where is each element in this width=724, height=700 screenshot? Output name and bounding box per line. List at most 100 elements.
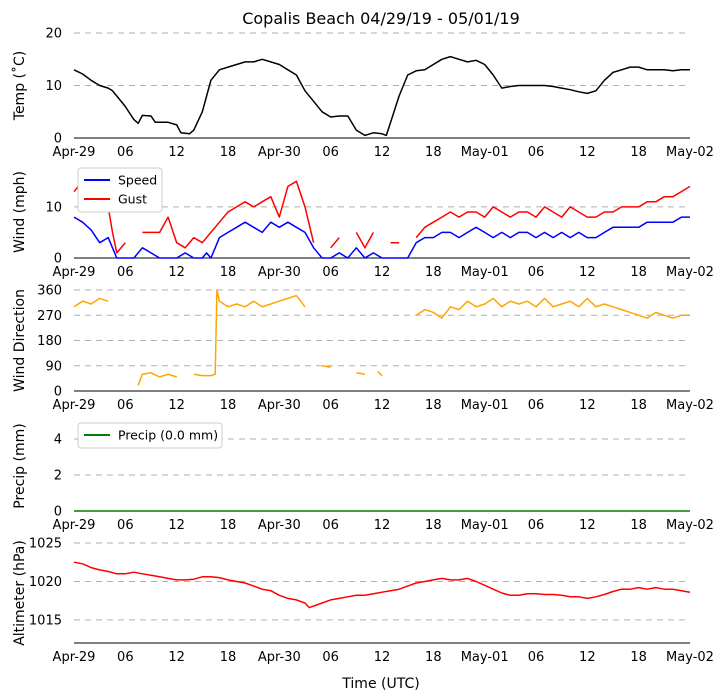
x-tick-label: Apr-29 bbox=[53, 265, 96, 280]
y-tick-label-precip: 0 bbox=[54, 505, 62, 520]
y-tick-label-precip: 4 bbox=[54, 433, 62, 448]
x-tick-label: Apr-29 bbox=[53, 518, 96, 533]
x-tick-label: 18 bbox=[630, 650, 647, 665]
y-tick-label-alt: 1025 bbox=[29, 537, 62, 552]
x-tick-label: 06 bbox=[528, 145, 545, 160]
legend-label: Gust bbox=[118, 192, 147, 207]
x-tick-label: May-02 bbox=[666, 265, 714, 280]
x-tick-label: May-02 bbox=[666, 398, 714, 413]
x-tick-label: 12 bbox=[579, 265, 596, 280]
x-axis-label: Time (UTC) bbox=[341, 676, 419, 692]
x-tick-label: 18 bbox=[220, 650, 237, 665]
x-tick-label: 18 bbox=[630, 265, 647, 280]
x-tick-label: 06 bbox=[528, 518, 545, 533]
x-tick-label: May-01 bbox=[461, 398, 509, 413]
x-tick-label: 18 bbox=[425, 518, 442, 533]
x-tick-label: 06 bbox=[322, 145, 339, 160]
x-tick-label: 18 bbox=[425, 398, 442, 413]
chart-title: Copalis Beach 04/29/19 - 05/01/19 bbox=[242, 9, 520, 28]
x-tick-label: 06 bbox=[117, 398, 134, 413]
x-tick-label: Apr-30 bbox=[258, 265, 301, 280]
x-tick-label: 12 bbox=[579, 145, 596, 160]
y-tick-label-wind: 0 bbox=[54, 252, 62, 267]
panel-precip: 0 2 4 Apr-29 06 12 18 Apr-30 06 12 18 May-01 06 12 18 M… bbox=[12, 422, 714, 533]
x-tick-label: Apr-29 bbox=[53, 398, 96, 413]
x-tick-label: Apr-29 bbox=[53, 145, 96, 160]
y-tick-label-alt: 1015 bbox=[29, 613, 62, 628]
x-tick-label: 12 bbox=[168, 265, 185, 280]
x-tick-label: 12 bbox=[374, 518, 391, 533]
x-tick-label: 12 bbox=[374, 145, 391, 160]
x-tick-label: May-01 bbox=[461, 145, 509, 160]
x-tick-label: 18 bbox=[220, 518, 237, 533]
x-tick-label: 18 bbox=[220, 265, 237, 280]
x-tick-label: 06 bbox=[322, 650, 339, 665]
legend-precip: Precip (0.0 mm) bbox=[77, 422, 223, 449]
y-axis-label-temp: Temp (˚C) bbox=[11, 51, 28, 121]
panel-temp: 0 10 20 Apr-29 06 12 18 Apr-30 06 12 18 May-01 06 12 1… bbox=[11, 27, 714, 161]
x-tick-label: 18 bbox=[220, 145, 237, 160]
y-axis-label-precip: Precip (mm) bbox=[12, 423, 28, 508]
x-tick-label: 06 bbox=[528, 398, 545, 413]
y-tick-label-dir: 0 bbox=[54, 385, 62, 400]
x-tick-label: 06 bbox=[322, 518, 339, 533]
y-tick-label-dir: 90 bbox=[45, 359, 62, 374]
y-tick-label-temp: 0 bbox=[54, 132, 62, 147]
x-tick-label: 12 bbox=[579, 518, 596, 533]
y-tick-label-temp: 20 bbox=[45, 27, 62, 42]
x-tick-label: 06 bbox=[528, 265, 545, 280]
x-tick-label: 12 bbox=[374, 650, 391, 665]
x-tick-label: 12 bbox=[374, 265, 391, 280]
x-tick-label: 18 bbox=[425, 650, 442, 665]
y-axis-label-dir: Wind Direction bbox=[12, 289, 28, 392]
x-tick-label: May-02 bbox=[666, 518, 714, 533]
y-axis-label-wind: Wind (mph) bbox=[12, 171, 28, 253]
y-tick-label-wind: 10 bbox=[45, 200, 62, 215]
x-tick-label: 12 bbox=[579, 398, 596, 413]
x-tick-label: 18 bbox=[220, 398, 237, 413]
x-tick-label: Apr-30 bbox=[258, 650, 301, 665]
legend-wind: Speed Gust bbox=[77, 167, 163, 213]
x-tick-label: 12 bbox=[168, 398, 185, 413]
x-tick-label: 18 bbox=[630, 518, 647, 533]
x-tick-label: 18 bbox=[630, 145, 647, 160]
x-tick-label: May-01 bbox=[461, 650, 509, 665]
x-tick-label: 06 bbox=[117, 650, 134, 665]
x-tick-label: 12 bbox=[579, 650, 596, 665]
x-tick-label: 18 bbox=[425, 145, 442, 160]
x-tick-label: 12 bbox=[168, 650, 185, 665]
x-tick-label: 06 bbox=[117, 265, 134, 280]
y-tick-label-precip: 2 bbox=[54, 469, 62, 484]
x-tick-label: 12 bbox=[168, 145, 185, 160]
x-tick-label: 18 bbox=[630, 398, 647, 413]
series-line-direction bbox=[73, 289, 690, 386]
x-tick-label: Apr-30 bbox=[258, 398, 301, 413]
panel-alt: 1015 1020 1025 Apr-29 06 12 18 Apr-30 06 12 18 May-… bbox=[12, 537, 714, 666]
x-tick-label: 18 bbox=[425, 265, 442, 280]
x-tick-label: 06 bbox=[322, 398, 339, 413]
series-line-temp bbox=[73, 55, 690, 137]
y-tick-label-temp: 10 bbox=[45, 79, 62, 94]
x-tick-label: Apr-29 bbox=[53, 650, 96, 665]
x-tick-label: 06 bbox=[528, 650, 545, 665]
y-tick-label-alt: 1020 bbox=[29, 575, 62, 590]
x-tick-label: May-01 bbox=[461, 518, 509, 533]
y-tick-label-dir: 180 bbox=[37, 334, 62, 349]
panel-dir: 0 90 180 270 360 Apr-29 06 12 18 Apr-30 06 12 18 May-… bbox=[12, 284, 714, 414]
y-axis-label-alt: Altimeter (hPa) bbox=[12, 540, 28, 646]
x-tick-label: May-02 bbox=[666, 650, 714, 665]
x-tick-label: 12 bbox=[168, 518, 185, 533]
legend-box bbox=[77, 422, 223, 449]
x-tick-label: 06 bbox=[322, 265, 339, 280]
x-tick-label: 12 bbox=[374, 398, 391, 413]
x-tick-label: May-01 bbox=[461, 265, 509, 280]
x-tick-label: 06 bbox=[117, 518, 134, 533]
legend-label: Speed bbox=[118, 173, 157, 188]
series-line-altimeter bbox=[73, 561, 691, 609]
panel-wind: 0 10 Apr-29 06 12 18 Apr-30 06 12 18 May-01 06 12 18 M… bbox=[12, 167, 714, 280]
legend-label: Precip (0.0 mm) bbox=[118, 428, 218, 443]
y-tick-label-dir: 360 bbox=[37, 284, 62, 299]
y-tick-label-dir: 270 bbox=[37, 309, 62, 324]
